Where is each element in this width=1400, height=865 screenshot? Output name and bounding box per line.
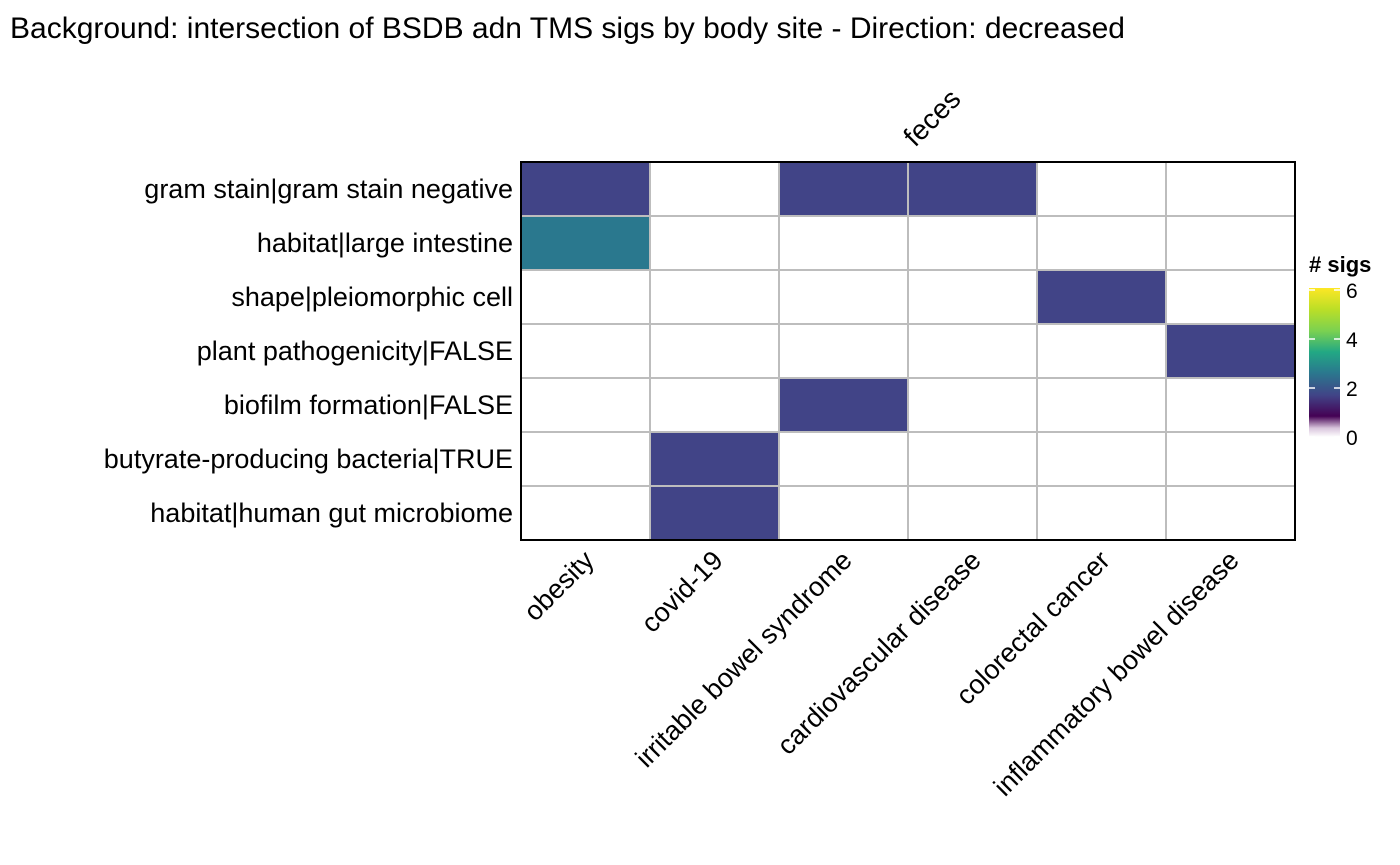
heatmap-cell — [1036, 269, 1167, 325]
y-tick-label: habitat|large intestine — [257, 228, 513, 258]
legend-tick-label: 0 — [1346, 427, 1358, 450]
heatmap-cell — [520, 161, 651, 217]
heatmap-cell — [649, 377, 780, 433]
y-tick-label: plant pathogenicity|FALSE — [197, 336, 513, 366]
heatmap-cell — [520, 377, 651, 433]
heatmap-cell — [649, 269, 780, 325]
panel-border — [520, 161, 1296, 541]
heatmap-cell — [520, 485, 651, 541]
color-legend: # sigs 0 2 4 6 — [1309, 252, 1371, 450]
heatmap-cell — [778, 215, 909, 271]
heatmap-cell — [778, 323, 909, 379]
heatmap-cell — [1036, 485, 1167, 541]
y-axis-labels: gram stain|gram stain negative habitat|la… — [104, 174, 513, 528]
heatmap-cell — [907, 431, 1038, 487]
heatmap-cell — [649, 485, 780, 541]
y-tick-label: gram stain|gram stain negative — [144, 174, 513, 204]
heatmap-cell — [1165, 485, 1296, 541]
heatmap-cell — [649, 161, 780, 217]
x-tick-label: covid-19 — [635, 545, 728, 638]
heatmap-cell — [907, 161, 1038, 217]
heatmap-cell — [1165, 215, 1296, 271]
legend-colorbar — [1309, 288, 1340, 437]
heatmap-cell — [649, 323, 780, 379]
heatmap-cell — [778, 377, 909, 433]
legend-tick-label: 6 — [1346, 280, 1358, 303]
heatmap-cells — [520, 161, 1296, 541]
heatmap-cell — [907, 323, 1038, 379]
heatmap-cell — [907, 485, 1038, 541]
heatmap-cell — [649, 431, 780, 487]
heatmap-cell — [1165, 161, 1296, 217]
heatmap-cell — [778, 431, 909, 487]
y-tick-label: biofilm formation|FALSE — [224, 390, 513, 420]
heatmap-cell — [520, 431, 651, 487]
legend-tick-label: 2 — [1346, 378, 1358, 401]
y-tick-label: shape|pleiomorphic cell — [231, 282, 513, 312]
heatmap-cell — [778, 485, 909, 541]
x-tick-label: inflammatory bowel disease — [988, 545, 1245, 802]
heatmap-cell — [1036, 377, 1167, 433]
heatmap-cell — [649, 215, 780, 271]
heatmap-cell — [1036, 215, 1167, 271]
heatmap-cell — [778, 161, 909, 217]
legend-tick-label: 4 — [1346, 329, 1358, 352]
heatmap-cell — [1165, 431, 1296, 487]
x-tick-label: irritable bowel syndrome — [630, 545, 858, 773]
heatmap-cell — [520, 215, 651, 271]
y-tick-label: butyrate-producing bacteria|TRUE — [104, 444, 513, 474]
heatmap-cell — [907, 215, 1038, 271]
heatmap-cell — [520, 323, 651, 379]
x-tick-label: obesity — [518, 545, 600, 627]
heatmap-cell — [1165, 377, 1296, 433]
heatmap-cell — [1036, 431, 1167, 487]
heatmap-cell — [1165, 269, 1296, 325]
heatmap-cell — [907, 269, 1038, 325]
facet-label: feces — [897, 83, 966, 152]
heatmap-cell — [520, 269, 651, 325]
heatmap-cell — [1036, 161, 1167, 217]
heatmap-cell — [1036, 323, 1167, 379]
y-tick-label: habitat|human gut microbiome — [150, 498, 513, 528]
heatmap-cell — [907, 377, 1038, 433]
heatmap-cell — [778, 269, 909, 325]
legend-title: # sigs — [1309, 252, 1371, 277]
legend-ticks: 0 2 4 6 — [1309, 280, 1358, 450]
heatmap-cell — [1165, 323, 1296, 379]
chart-title: Background: intersection of BSDB adn TMS… — [10, 12, 1125, 45]
